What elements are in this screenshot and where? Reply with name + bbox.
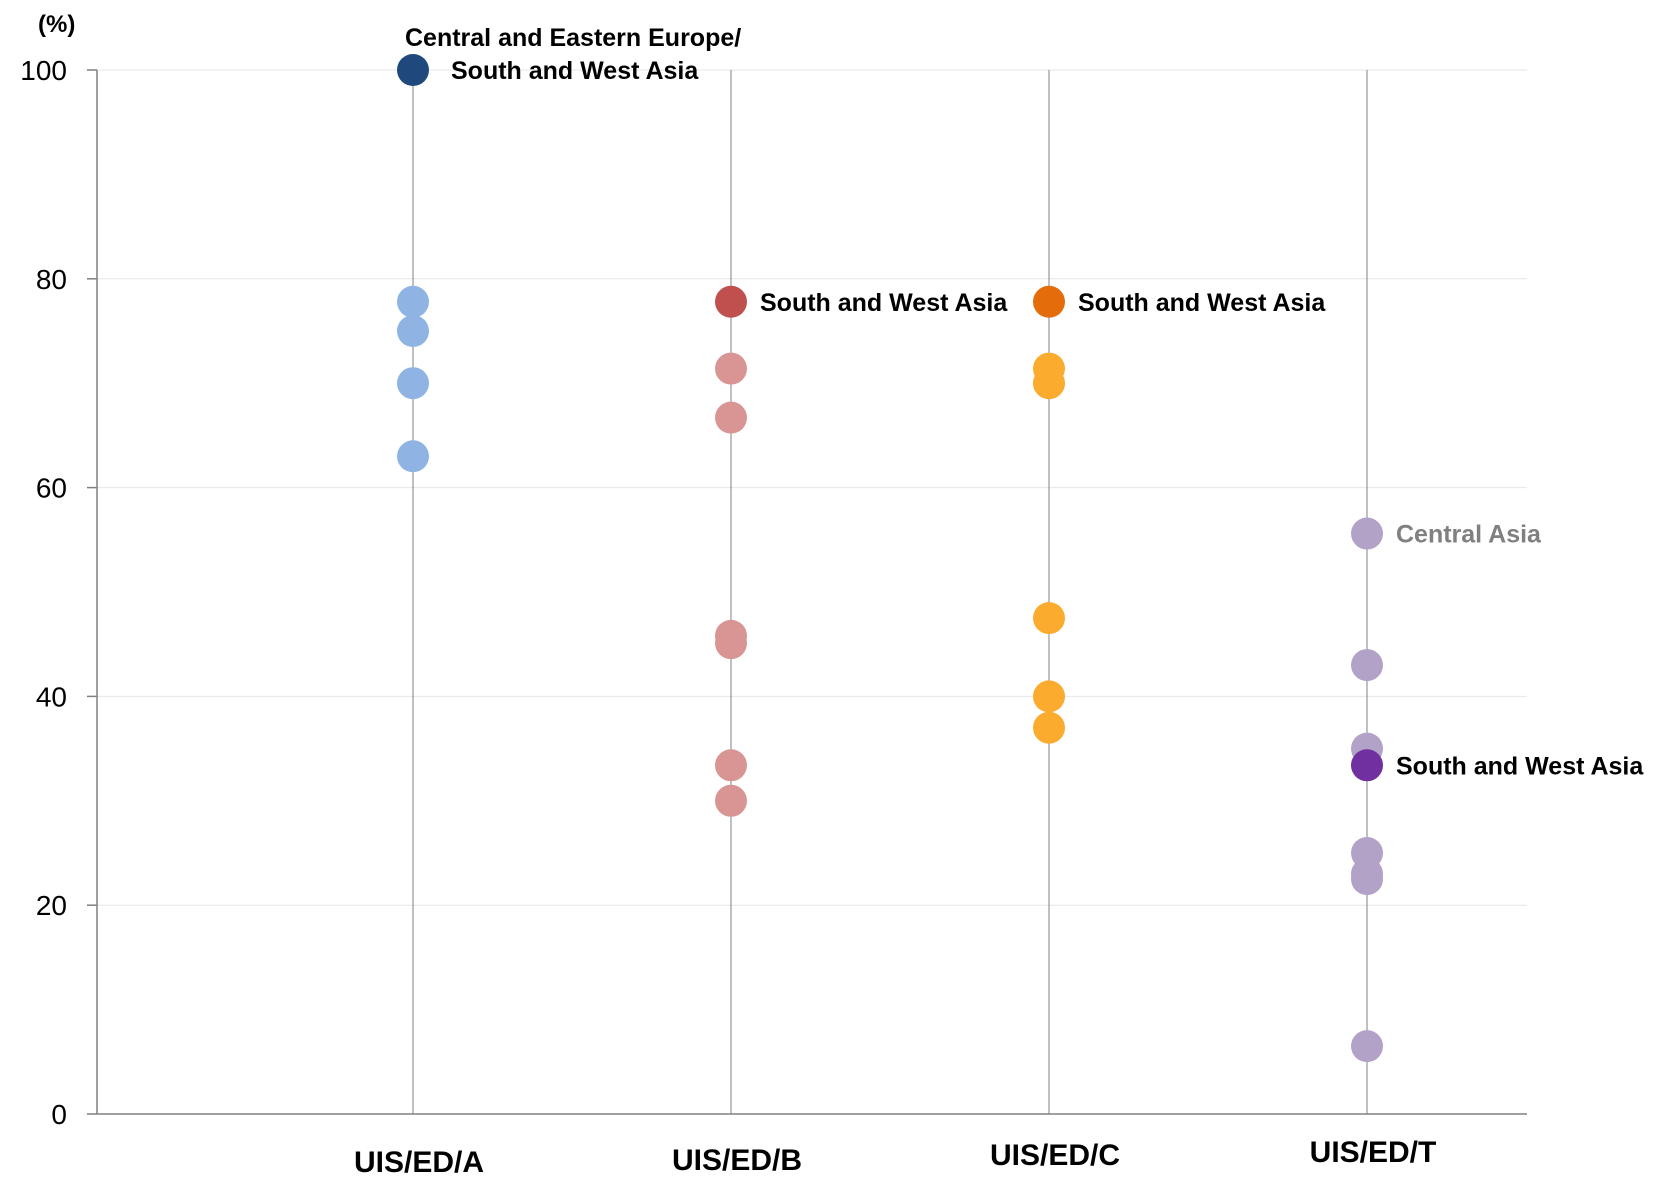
axis-layer: 0 20 40 60 80 100 (%) UIS/ED/A UIS/ED/B UIS/ED/C U…	[20, 11, 1527, 1178]
data-point-uis-ed-t-5	[1351, 863, 1383, 896]
highlight-point-uis-ed-b-0	[715, 285, 747, 318]
highlight-point-uis-ed-c-0	[1033, 285, 1065, 318]
points-layer	[397, 54, 1383, 1063]
y-tick-label-60: 60	[36, 473, 67, 504]
x-category-label-uis-ed-t: UIS/ED/T	[1310, 1136, 1437, 1169]
data-point-uis-ed-c-4	[1033, 711, 1065, 744]
data-point-uis-ed-a-2	[397, 367, 429, 400]
y-axis-unit-label: (%)	[38, 11, 75, 38]
x-category-label-uis-ed-b: UIS/ED/B	[672, 1144, 802, 1177]
y-tick-label-0: 0	[51, 1099, 67, 1130]
annotation-uis-ed-b: South and West Asia	[760, 289, 1008, 317]
y-tick-label-40: 40	[36, 681, 67, 712]
x-category-label-uis-ed-a: UIS/ED/A	[354, 1146, 484, 1178]
y-tick-label-20: 20	[36, 890, 67, 921]
highlight-point-uis-ed-t-0	[1351, 749, 1383, 782]
data-point-uis-ed-c-3	[1033, 680, 1065, 713]
annotation-uis-ed-c: South and West Asia	[1078, 289, 1326, 317]
data-point-uis-ed-b-3	[715, 627, 747, 660]
data-point-uis-ed-c-1	[1033, 367, 1065, 400]
data-point-uis-ed-a-0	[397, 285, 429, 318]
data-point-uis-ed-b-1	[715, 401, 747, 434]
annotation-uis-ed-a-line-2: South and West Asia	[451, 57, 699, 85]
label-layer: Central and Eastern Europe/South and Wes…	[405, 24, 1644, 780]
data-point-uis-ed-b-4	[715, 749, 747, 782]
data-point-uis-ed-c-2	[1033, 602, 1065, 635]
data-point-uis-ed-b-0	[715, 352, 747, 385]
annotation-central-asia: Central Asia	[1396, 521, 1542, 549]
data-point-uis-ed-a-1	[397, 315, 429, 347]
data-point-uis-ed-t-1	[1351, 649, 1383, 682]
data-point-uis-ed-t-6	[1351, 1030, 1383, 1063]
annotation-uis-ed-a-line-1: Central and Eastern Europe/	[405, 24, 741, 52]
grid-layer	[97, 69, 1527, 1114]
x-category-label-uis-ed-c: UIS/ED/C	[990, 1139, 1120, 1172]
y-tick-label-80: 80	[36, 264, 67, 295]
highlight-point-uis-ed-a-0	[397, 54, 429, 86]
annotation-uis-ed-t: South and West Asia	[1396, 752, 1644, 780]
data-point-uis-ed-t-0	[1351, 517, 1383, 550]
data-point-uis-ed-b-5	[715, 784, 747, 817]
data-point-uis-ed-a-3	[397, 440, 429, 473]
y-tick-label-100: 100	[20, 55, 67, 86]
